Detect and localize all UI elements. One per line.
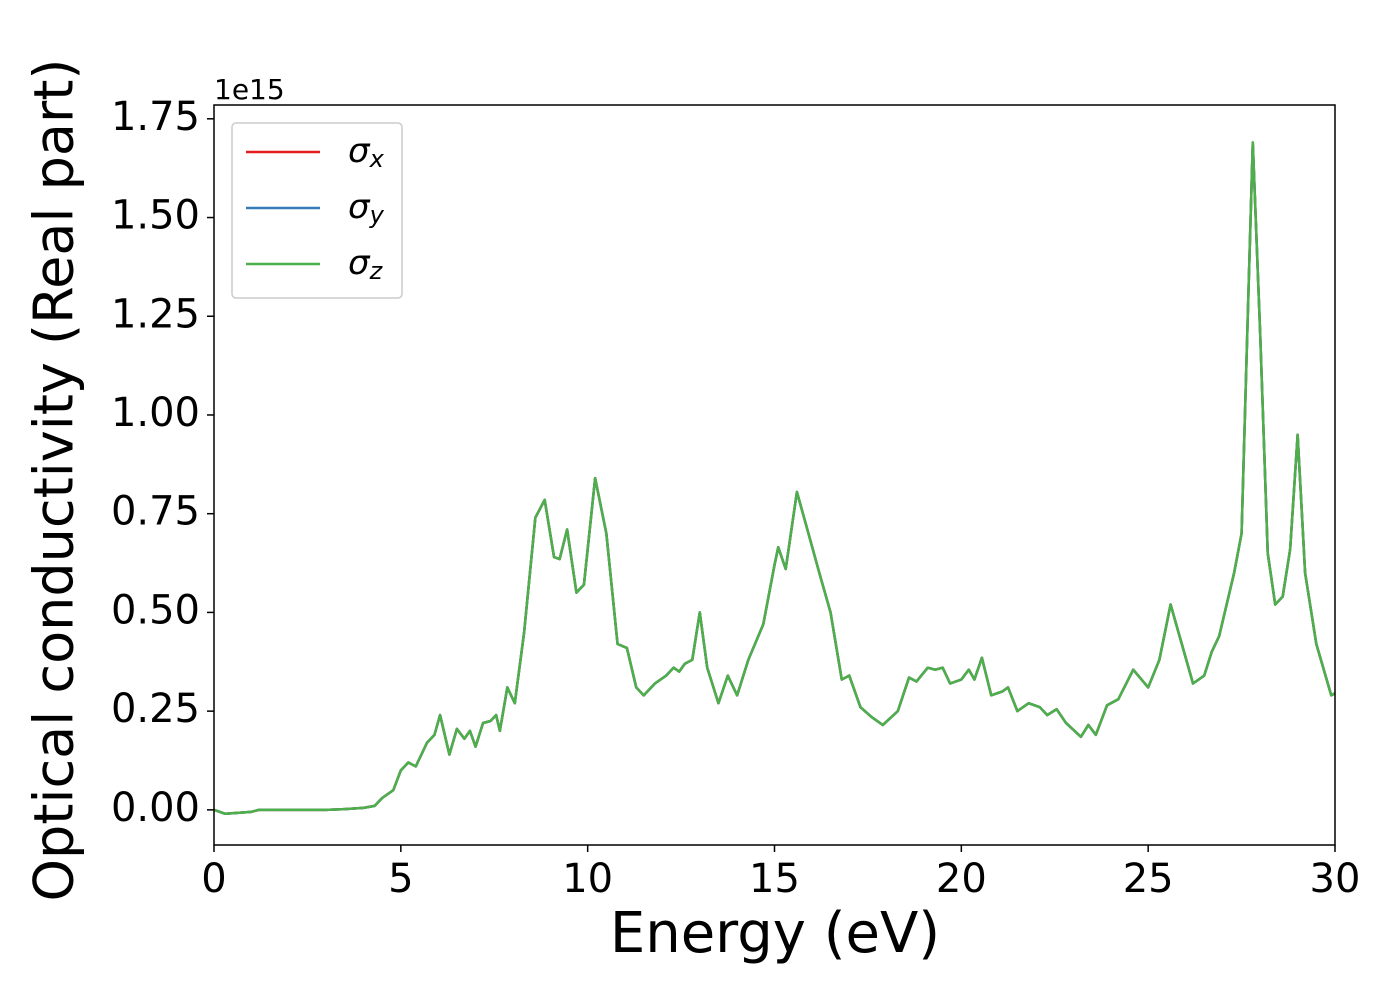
legend-label: σz (348, 243, 384, 286)
y-tick-label: 0.00 (111, 785, 200, 831)
y-tick-label: 1.00 (111, 390, 200, 436)
y-tick-label: 0.50 (111, 587, 200, 633)
y-tick-label: 0.25 (111, 686, 200, 732)
x-tick-label: 5 (388, 856, 413, 902)
y-tick-label: 1.75 (111, 94, 200, 140)
x-tick-label: 25 (1123, 856, 1174, 902)
offset-label: 1e15 (214, 73, 285, 106)
legend-box (231, 122, 403, 299)
y-axis-label: Optical conductivity (Real part) (23, 59, 86, 902)
legend-label: σx (348, 131, 385, 174)
y-tick-label: 0.75 (111, 489, 200, 535)
legend-label: σy (348, 187, 385, 230)
plot-area (214, 141, 1335, 816)
y-tick-label: 1.50 (111, 193, 200, 239)
x-tick-label: 15 (749, 856, 800, 902)
x-tick-label: 30 (1310, 856, 1361, 902)
x-tick-label: 0 (201, 856, 226, 902)
y-tick-label: 1.25 (111, 291, 200, 337)
x-tick-label: 20 (936, 856, 987, 902)
plot-frame (213, 104, 1336, 846)
x-tick-label: 10 (562, 856, 613, 902)
x-axis-label: Energy (eV) (610, 901, 940, 966)
series-line (214, 141, 1335, 816)
